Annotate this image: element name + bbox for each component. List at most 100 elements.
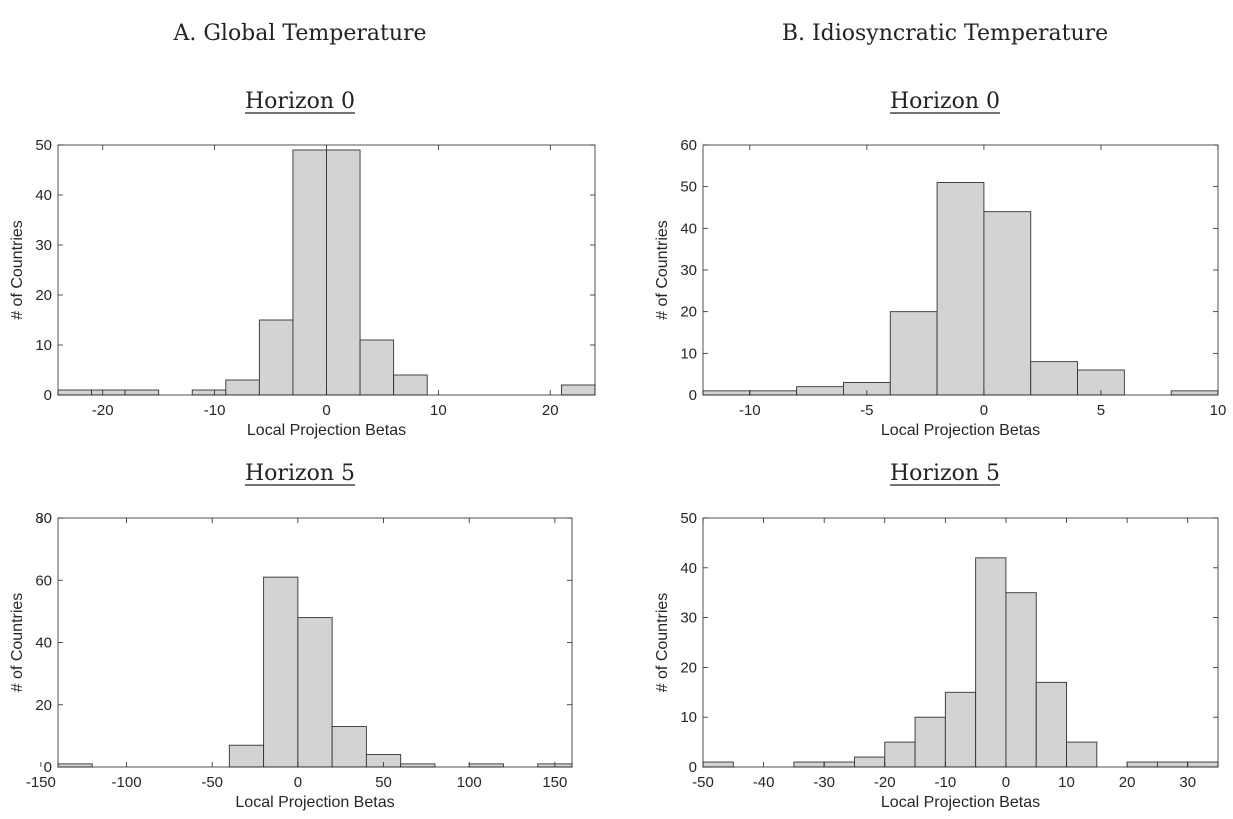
histogram-bar [1156,761,1189,768]
histogram-bar [91,389,126,396]
histogram-bar [124,389,160,396]
histogram-bar [263,576,299,768]
x-tick-label: -20 [92,402,114,419]
y-tick-label: 40 [35,635,52,652]
y-tick-label: 30 [680,262,697,279]
histogram-bar [796,386,844,396]
y-tick-label: 30 [680,610,697,627]
panel-title: Horizon 0 [245,89,355,114]
histogram-bar [359,339,395,396]
x-axis-label: Local Projection Betas [881,794,1040,811]
x-axis-label: Local Projection Betas [235,794,394,811]
histogram-bar [292,149,327,396]
y-tick-label: 30 [35,237,52,254]
histogram-bar [983,211,1032,396]
x-tick-label: -10 [204,402,226,419]
y-axis-label: # of Countries [654,220,671,320]
x-tick-label: 20 [542,402,559,419]
x-tick-label: -50 [692,774,714,791]
histogram-idiosyncratic-horizon-0: Horizon 0 -10 -5 0 5 10 0 10 20 30 40 50 60 Local Pro… [654,89,1226,439]
y-tick-label: 40 [680,560,697,577]
y-axis-label: # of Countries [9,220,26,320]
y-tick-label: 10 [680,345,697,362]
histogram-bar [702,390,751,396]
histogram-bar [1035,681,1067,768]
y-tick-label: 20 [680,304,697,321]
histogram-bar [57,389,93,396]
x-tick-label: 30 [1179,774,1196,791]
histogram-bar [1066,741,1098,768]
y-tick-label: 50 [680,179,697,196]
histogram-bar [749,390,798,396]
y-tick-label: 80 [35,510,52,527]
histogram-bar [793,761,825,768]
histogram-bar [1030,361,1078,396]
x-tick-label: 50 [375,774,392,791]
x-tick-label: 10 [430,402,447,419]
histogram-bar [228,744,265,768]
x-tick-label: -100 [112,774,142,791]
histogram-bar [884,741,916,768]
histogram-bar [975,557,1007,768]
x-axis-label: Local Projection Betas [881,422,1040,439]
histogram-bar [1005,592,1037,768]
y-tick-label: 60 [680,137,697,154]
histogram-bar [914,716,946,768]
histogram-bar [326,149,361,396]
histogram-bar [854,756,886,768]
histogram-bar [191,389,227,396]
histogram-global-horizon-5: Horizon 5 -150 -100 -50 0 50 100 150 0 20 40 60 80 Lo… [9,461,573,811]
y-tick-label: 0 [689,387,697,404]
histogram-bar [400,763,436,768]
y-tick-label: 20 [35,287,52,304]
y-axis-label: # of Countries [9,593,26,693]
column-title-b: B. Idiosyncratic Temperature [782,21,1108,46]
y-tick-label: 20 [35,697,52,714]
x-tick-label: -150 [26,774,56,791]
x-tick-label: 150 [542,774,567,791]
histogram-bar [393,374,428,396]
y-tick-label: 0 [44,387,52,404]
histogram-bar [225,379,260,396]
histogram-bar [331,726,367,768]
x-tick-label: 0 [294,774,302,791]
y-tick-label: 40 [680,220,697,237]
histogram-bar [468,763,504,768]
histogram-bar [560,384,596,396]
x-tick-label: -40 [753,774,775,791]
x-tick-label: -10 [935,774,957,791]
x-axis-label: Local Projection Betas [247,422,406,439]
x-tick-label: 0 [980,402,988,419]
y-tick-label: 0 [689,759,697,776]
histogram-bar [1187,761,1219,768]
panel-title: Horizon 0 [890,89,1000,114]
x-tick-label: -10 [739,402,761,419]
histogram-bar [1170,390,1219,396]
y-tick-label: 10 [680,709,697,726]
y-tick-label: 40 [35,187,52,204]
x-tick-label: 5 [1097,402,1105,419]
histogram-bar [936,182,985,396]
plot-frame [702,517,1219,768]
histogram-bar [889,311,938,396]
histogram-global-horizon-0: Horizon 0 -20 -10 0 10 20 0 10 20 30 40 50 Local Pro… [9,89,596,439]
histogram-bar [57,763,93,768]
x-tick-label: -50 [201,774,223,791]
y-tick-label: 50 [680,510,697,527]
histogram-bar [258,319,294,396]
histogram-idiosyncratic-horizon-5: Horizon 5 -50 -40 -30 -20 -10 0 10 20 30 0 10 20 30 40… [654,461,1219,811]
y-tick-label: 20 [680,659,697,676]
x-tick-label: -20 [874,774,896,791]
x-tick-label: 20 [1119,774,1136,791]
y-tick-label: 10 [35,337,52,354]
panel-title: Horizon 5 [890,461,1000,486]
histogram-bar [823,761,855,768]
x-tick-label: 10 [1210,402,1227,419]
y-axis-label: # of Countries [654,593,671,693]
x-tick-label: -30 [813,774,835,791]
y-tick-label: 0 [44,759,52,776]
histogram-bar [944,691,977,768]
x-tick-label: 100 [457,774,482,791]
x-tick-label: 0 [322,402,330,419]
